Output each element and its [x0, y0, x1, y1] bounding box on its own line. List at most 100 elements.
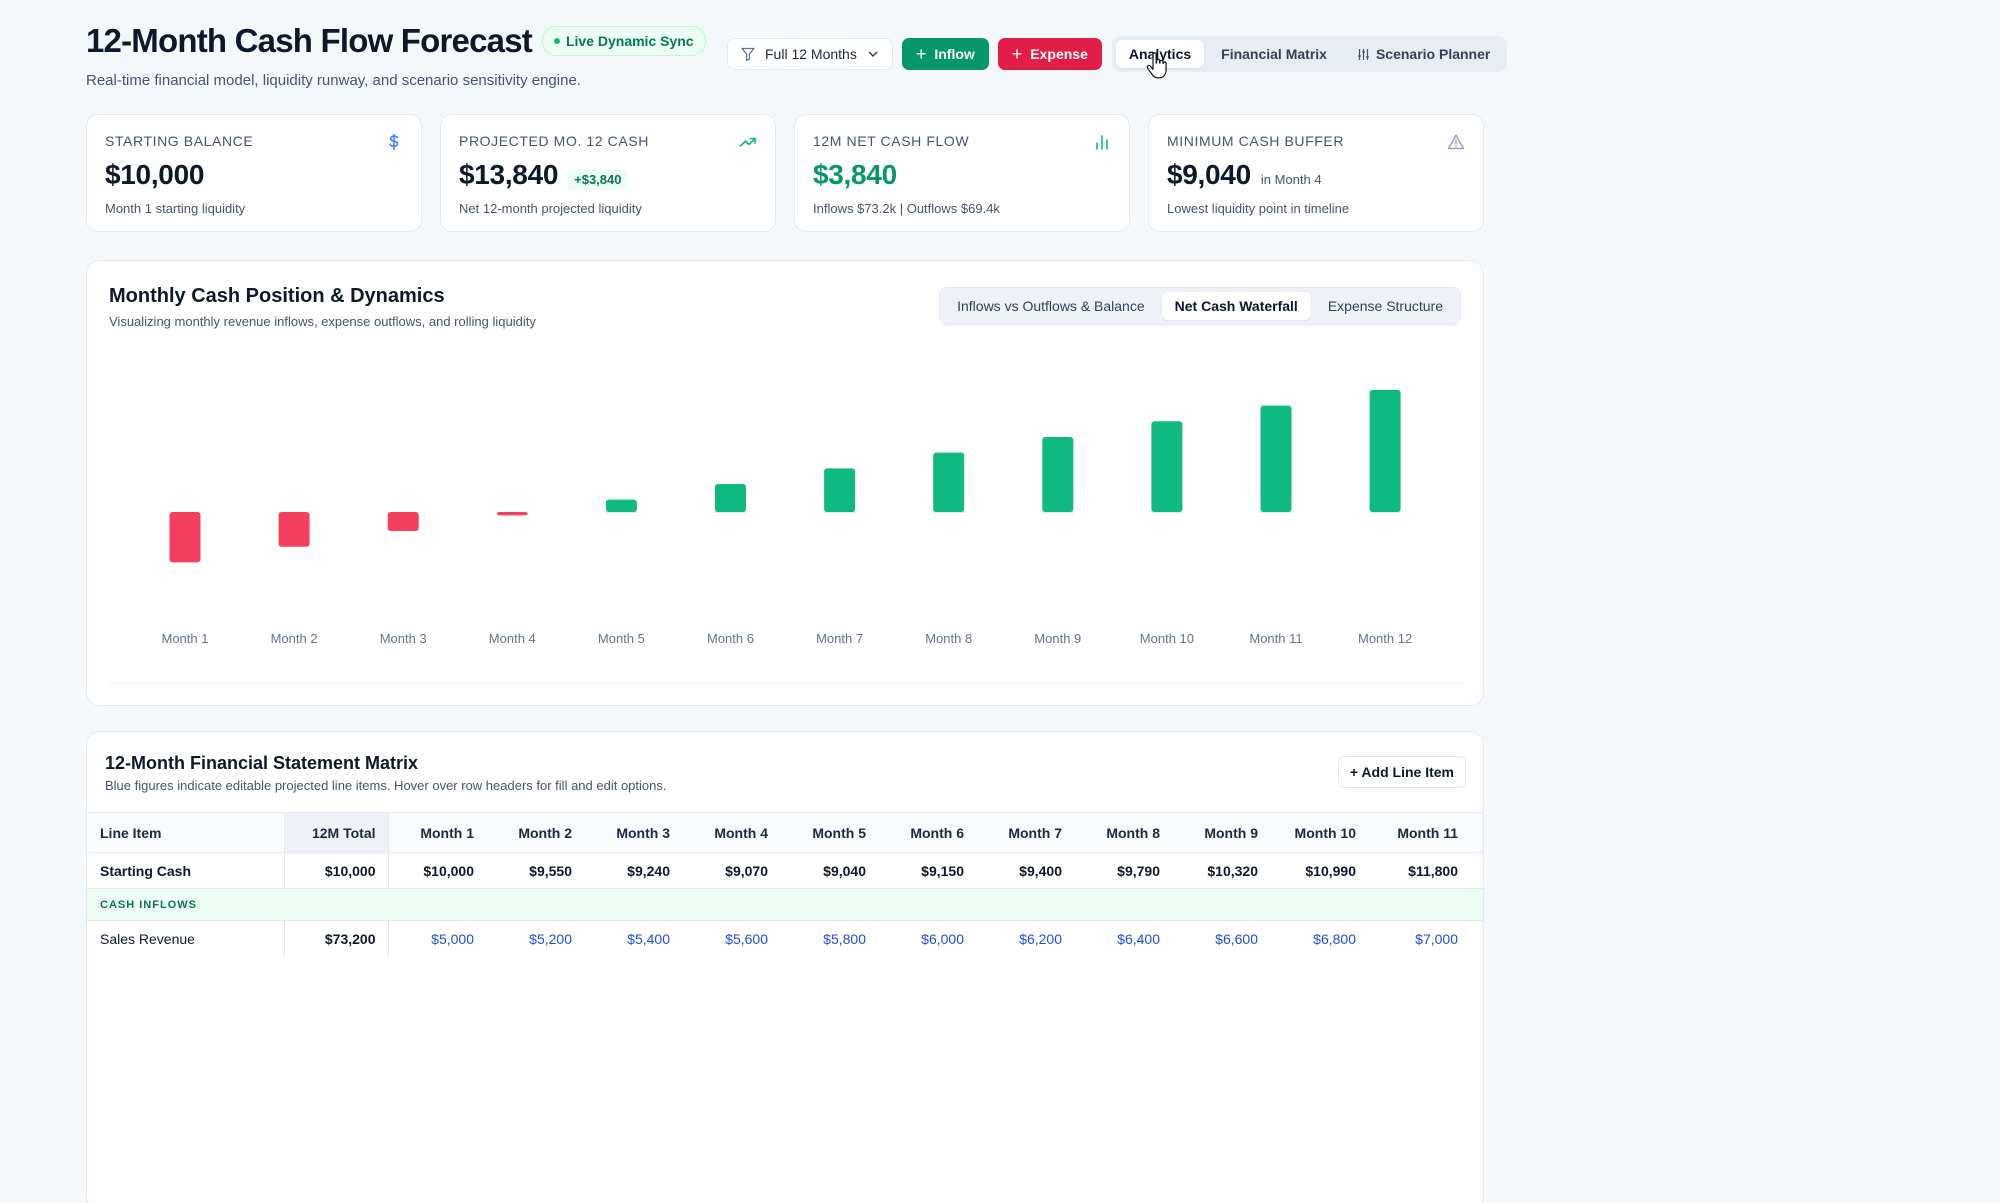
waterfall-bar[interactable] [169, 512, 201, 563]
kpi-card-starting-balance: STARTING BALANCE $10,000 Month 1 startin… [86, 114, 422, 232]
table-cell: $73,200 [284, 920, 389, 957]
waterfall-bar[interactable] [605, 499, 637, 512]
editable-cell[interactable]: $6,200 [976, 920, 1074, 957]
sliders-icon [1357, 48, 1369, 60]
column-header: Month 1 [388, 812, 486, 853]
warning-icon [1447, 134, 1465, 150]
x-tick-label: Month 5 [598, 631, 645, 646]
editable-cell[interactable]: $5,400 [584, 920, 682, 957]
period-select[interactable]: Full 12 Months [727, 38, 893, 70]
financial-matrix-card: 12-Month Financial Statement Matrix Blue… [86, 731, 1484, 1203]
kpi-qualifier: in Month 4 [1260, 172, 1322, 187]
chart-tab-net-cash-waterfall[interactable]: Net Cash Waterfall [1161, 292, 1311, 320]
dollar-icon [389, 133, 399, 151]
x-tick-label: Month 8 [925, 631, 972, 646]
waterfall-bar[interactable] [387, 512, 419, 532]
editable-cell[interactable]: $6,000 [878, 920, 976, 957]
waterfall-bar[interactable] [933, 452, 965, 512]
chart-tab-inflows-outflows[interactable]: Inflows vs Outflows & Balance [957, 298, 1145, 314]
add-inflow-label: Inflow [934, 46, 975, 62]
x-tick-label: Month 9 [1034, 631, 1081, 646]
table-cell: $9,240 [584, 852, 682, 889]
period-select-value: Full 12 Months [765, 46, 857, 62]
table-cell: $11,800 [1368, 852, 1483, 889]
chart-subtitle: Visualizing monthly revenue inflows, exp… [109, 314, 536, 329]
editable-cell[interactable]: $7,000 [1368, 920, 1483, 957]
kpi-label: MINIMUM CASH BUFFER [1167, 133, 1345, 149]
kpi-value: $10,000 [105, 159, 205, 190]
editable-cell[interactable]: $6,600 [1172, 920, 1270, 957]
table-cell: $10,000 [284, 852, 389, 889]
matrix-subtitle: Blue figures indicate editable projected… [105, 778, 667, 793]
add-line-item-button[interactable]: + Add Line Item [1337, 756, 1466, 788]
chart-card: Month 1 Month 2 Month 3 Month 4 Month 5 Month… [86, 260, 1484, 706]
column-header: Line Item [87, 812, 285, 853]
kpi-note: Inflows $73.2k | Outflows $69.4k [813, 201, 1000, 216]
column-header: Month 2 [486, 812, 584, 853]
table-cell: $9,400 [976, 852, 1074, 889]
plus-icon: + [915, 44, 927, 64]
waterfall-chart: Month 1 Month 2 Month 3 Month 4 Month 5 Month… [109, 389, 1463, 684]
waterfall-bar[interactable] [824, 468, 856, 512]
table-cell: $10,320 [1172, 852, 1270, 889]
x-tick-label: Month 12 [1358, 631, 1412, 646]
row-header[interactable]: Starting Cash [87, 852, 285, 889]
column-header: Month 3 [584, 812, 682, 853]
column-header: Month 5 [780, 812, 878, 853]
column-header: Month 6 [878, 812, 976, 853]
waterfall-bar[interactable] [278, 512, 310, 547]
x-tick-label: Month 6 [707, 631, 754, 646]
kpi-label: 12M NET CASH FLOW [813, 133, 970, 149]
page-subtitle: Real-time financial model, liquidity run… [86, 72, 581, 89]
chart-tab-expense-structure[interactable]: Expense Structure [1327, 298, 1443, 314]
view-tabs: Analytics Financial Matrix Scenario Plan… [1111, 36, 1508, 72]
kpi-delta-badge: +$3,840 [568, 169, 628, 190]
add-expense-label: Expense [1030, 46, 1088, 62]
x-tick-label: Month 4 [489, 631, 536, 646]
editable-cell[interactable]: $6,400 [1074, 920, 1172, 957]
kpi-card-projected-cash: PROJECTED MO. 12 CASH $13,840 +$3,840 Ne… [440, 114, 776, 232]
row-header[interactable]: Sales Revenue [87, 920, 285, 957]
live-sync-badge: Live Dynamic Sync [541, 26, 706, 56]
table-section-row: CASH INFLOWS [87, 888, 1483, 921]
table-cell: $9,790 [1074, 852, 1172, 889]
kpi-card-net-cash-flow: 12M NET CASH FLOW $3,840 Inflows $73.2k … [794, 114, 1130, 232]
kpi-note: Lowest liquidity point in timeline [1167, 201, 1350, 216]
waterfall-bar[interactable] [1151, 421, 1183, 512]
section-label-cash-inflows: CASH INFLOWS [87, 888, 1483, 921]
column-header: Month 8 [1074, 812, 1172, 853]
live-sync-label: Live Dynamic Sync [565, 33, 694, 49]
table-header-row: Line Item 12M Total Month 1 Month 2 Mont… [87, 812, 1483, 853]
editable-cell[interactable]: $5,200 [486, 920, 584, 957]
column-header: Month 10 [1270, 812, 1368, 853]
kpi-row: STARTING BALANCE $10,000 Month 1 startin… [86, 114, 1484, 232]
x-tick-label: Month 2 [271, 631, 318, 646]
waterfall-bar[interactable] [1042, 436, 1074, 512]
chevron-down-icon [868, 51, 878, 58]
table-cell: $10,990 [1270, 852, 1368, 889]
add-inflow-button[interactable]: + Inflow [901, 38, 989, 70]
column-header: Month 4 [682, 812, 780, 853]
table-row-starting-cash: Starting Cash $10,000 $10,000 $9,550 $9,… [87, 852, 1483, 889]
tab-scenario-planner[interactable]: Scenario Planner [1344, 40, 1503, 68]
table-cell: $9,070 [682, 852, 780, 889]
waterfall-bar[interactable] [1369, 389, 1401, 512]
waterfall-bar[interactable] [715, 484, 746, 512]
waterfall-bar[interactable] [1260, 405, 1292, 512]
editable-cell[interactable]: $5,800 [780, 920, 878, 957]
kpi-value: $3,840 [813, 159, 897, 190]
matrix-title: 12-Month Financial Statement Matrix [105, 753, 419, 773]
add-expense-button[interactable]: + Expense [997, 38, 1102, 70]
column-header: 12M Total [284, 812, 389, 853]
tab-financial-matrix[interactable]: Financial Matrix [1208, 40, 1340, 68]
bar-chart-icon [1096, 135, 1108, 150]
kpi-label: STARTING BALANCE [105, 133, 254, 149]
editable-cell[interactable]: $5,600 [682, 920, 780, 957]
status-dot-icon [553, 38, 560, 44]
waterfall-bar[interactable] [496, 512, 528, 516]
chart-view-tabs: Inflows vs Outflows & Balance Net Cash W… [939, 287, 1461, 325]
column-header: Month 7 [976, 812, 1074, 853]
editable-cell[interactable]: $5,000 [388, 920, 486, 957]
editable-cell[interactable]: $6,800 [1270, 920, 1368, 957]
kpi-note: Month 1 starting liquidity [105, 201, 246, 216]
